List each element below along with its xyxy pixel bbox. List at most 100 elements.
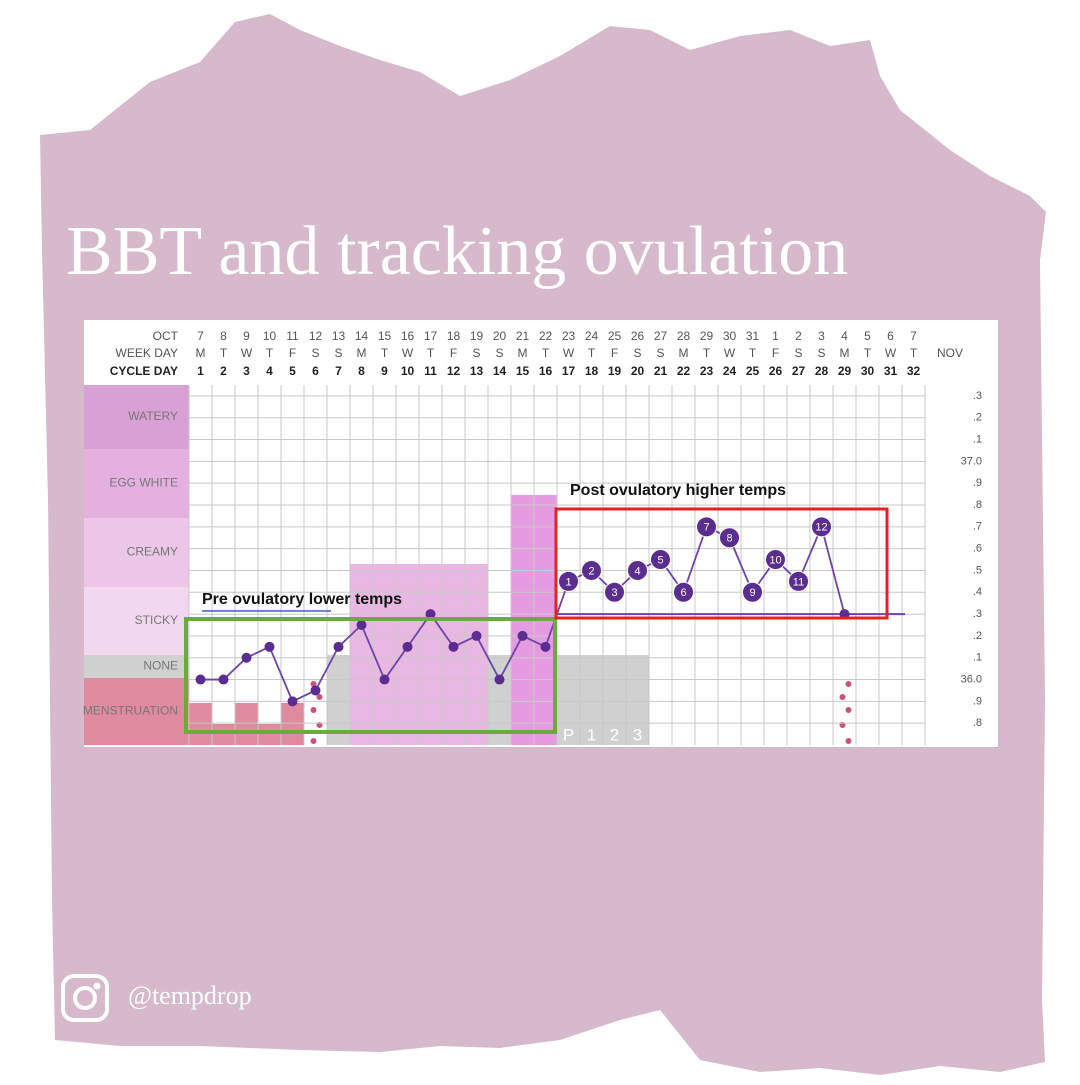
cycle-day: 27 <box>792 364 806 378</box>
point-label: 1 <box>565 576 571 588</box>
date: 14 <box>355 329 369 343</box>
temperature-point <box>494 674 505 685</box>
cycle-day: 22 <box>677 364 691 378</box>
handle: @tempdrop <box>128 981 252 1010</box>
weekday: F <box>289 346 296 360</box>
temperature-point <box>811 516 832 538</box>
y-tick-label: .2 <box>973 412 982 424</box>
cycle-day: 20 <box>631 364 645 378</box>
weekday: M <box>679 346 689 360</box>
weekday: T <box>381 346 389 360</box>
temperature-point <box>765 549 786 571</box>
menstruation-dot <box>310 707 317 713</box>
cycle-day: 23 <box>700 364 714 378</box>
date: 11 <box>286 329 299 343</box>
point-label: 8 <box>726 533 732 545</box>
weekday: S <box>656 346 664 360</box>
temperature-point <box>742 581 763 603</box>
date: 7 <box>910 329 917 343</box>
weekday: S <box>794 346 802 360</box>
point-label: 5 <box>657 554 663 566</box>
weekday: W <box>402 346 414 360</box>
temperature-point <box>604 581 625 603</box>
observation <box>281 703 304 745</box>
cycle-day: 6 <box>312 364 319 378</box>
date: 22 <box>539 329 553 343</box>
y-tick-label: .8 <box>973 499 982 511</box>
weekday: T <box>703 346 711 360</box>
date: 1 <box>772 329 779 343</box>
cycle-day: 3 <box>243 364 250 378</box>
month-label: NOV <box>937 346 963 360</box>
weekday: T <box>864 346 872 360</box>
weekday: W <box>563 346 575 360</box>
menstruation-dot <box>310 738 317 744</box>
peak-label: 1 <box>587 725 596 744</box>
weekday: S <box>817 346 825 360</box>
y-tick-label: .1 <box>973 433 982 445</box>
temperature-point <box>448 641 459 652</box>
date: 5 <box>864 329 871 343</box>
temperature-point <box>287 696 298 707</box>
y-tick-label: .7 <box>973 521 982 533</box>
weekday: T <box>910 346 918 360</box>
instagram-icon <box>61 974 109 1022</box>
observation <box>258 724 281 745</box>
date: 4 <box>841 329 848 343</box>
point-label: 12 <box>815 522 827 534</box>
date: 15 <box>378 329 392 343</box>
weekday: M <box>518 346 528 360</box>
temperature-point <box>425 609 436 620</box>
date: 24 <box>585 329 599 343</box>
temperature-point <box>696 516 717 538</box>
month-label: OCT <box>153 329 179 343</box>
cycle-day: 21 <box>654 364 668 378</box>
pre-ovulatory-box <box>184 617 557 734</box>
mucus-label: EGG WHITE <box>109 476 178 490</box>
cycle-day: 12 <box>447 364 461 378</box>
peak-label: 3 <box>633 725 642 744</box>
weekday: W <box>885 346 897 360</box>
cycle-day: 5 <box>289 364 296 378</box>
point-label: 7 <box>703 522 709 534</box>
mucus-row <box>84 518 189 587</box>
mucus-row <box>84 385 189 449</box>
date: 26 <box>631 329 645 343</box>
cycle-day: 26 <box>769 364 783 378</box>
temperature-point <box>627 559 648 581</box>
date: 21 <box>516 329 530 343</box>
point-label: 4 <box>634 565 640 577</box>
weekday: F <box>611 346 618 360</box>
cycle-day: 4 <box>266 364 273 378</box>
weekday: S <box>311 346 319 360</box>
cycle-day: 9 <box>381 364 388 378</box>
weekday: T <box>427 346 435 360</box>
weekday: S <box>495 346 503 360</box>
date: 2 <box>795 329 802 343</box>
cycle-day: 28 <box>815 364 829 378</box>
weekday: T <box>749 346 757 360</box>
title: BBT and tracking ovulation <box>66 213 848 290</box>
temperature-point <box>218 674 229 685</box>
menstruation-dot <box>839 694 846 700</box>
point-label: 11 <box>793 576 804 588</box>
mucus-label: WATERY <box>128 409 178 423</box>
date: 16 <box>401 329 415 343</box>
chart: WATERY EGG WHITE CREAMY STICKY NONE MENSTRUAT… <box>83 329 982 745</box>
mucus-row <box>84 587 189 655</box>
weekday: M <box>357 346 367 360</box>
weekday: W <box>241 346 253 360</box>
temperature-point <box>310 685 321 696</box>
date: 19 <box>470 329 484 343</box>
temperature-point <box>379 674 390 685</box>
cycle-day: 13 <box>470 364 484 378</box>
temperature-point <box>264 641 275 652</box>
cycle-day: 8 <box>358 364 365 378</box>
observation <box>235 703 258 745</box>
y-tick-label: .5 <box>973 564 982 576</box>
menstruation-dot <box>845 707 852 713</box>
peak-label: 2 <box>610 725 619 744</box>
temperature-point <box>650 549 671 571</box>
temperature-point <box>241 652 252 663</box>
